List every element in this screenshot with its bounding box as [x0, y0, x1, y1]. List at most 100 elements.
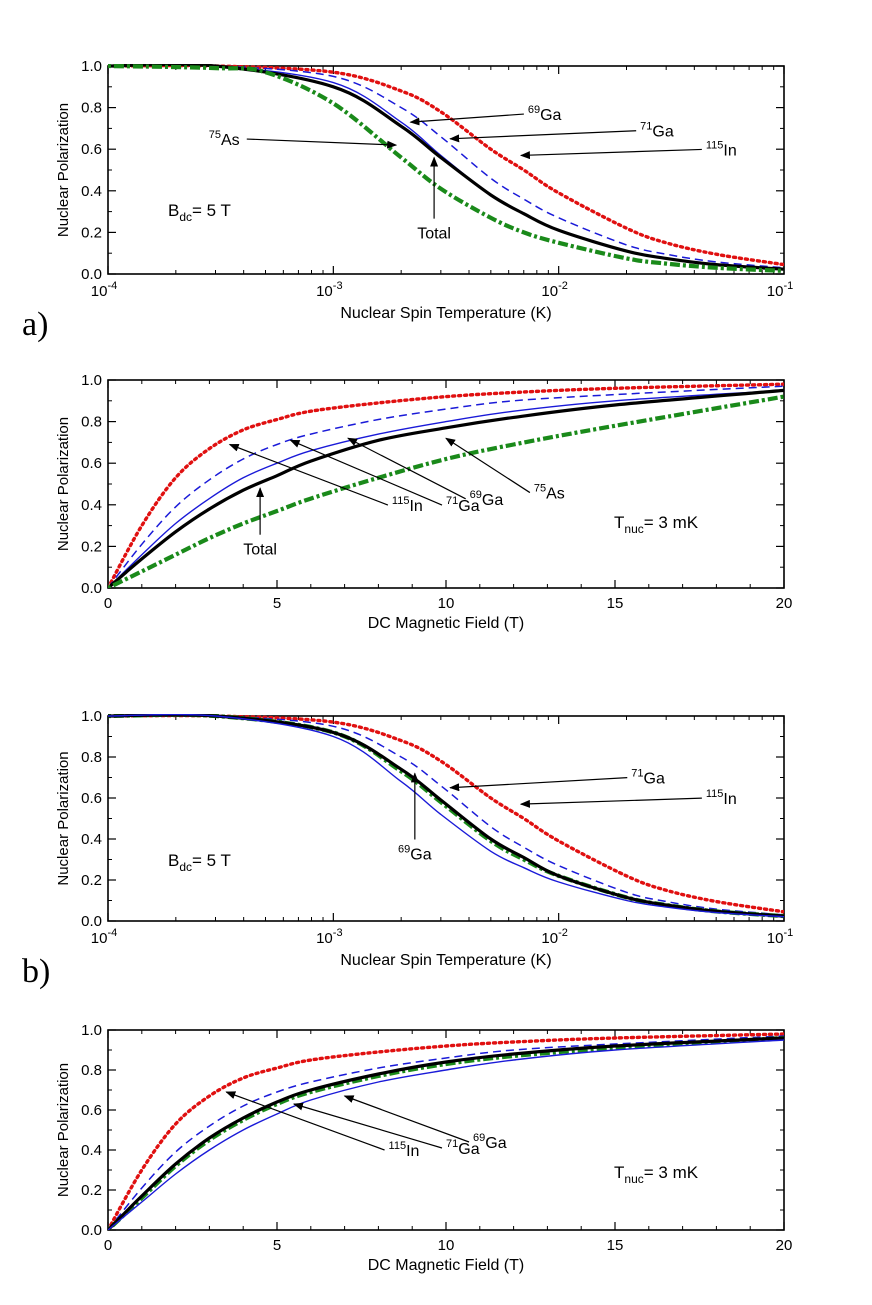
series-line-Total [108, 714, 784, 918]
y-tick-label: 0.6 [81, 1102, 102, 1119]
figure-label-a: a) [22, 306, 48, 343]
y-tick-label: 0.6 [81, 790, 102, 807]
y-tick-label: 0.6 [81, 141, 102, 158]
series-line-75As [108, 394, 784, 588]
series-line-71Ga [108, 714, 784, 916]
callout-label: 69Ga [528, 104, 562, 124]
series-callout-115In: 115In [519, 788, 737, 808]
y-tick-label: 0.0 [81, 1222, 102, 1239]
callout-arrow [449, 777, 628, 792]
y-tick-label: 0.0 [81, 913, 102, 930]
callout-label: 115In [392, 495, 423, 515]
series-callout-71Ga: 71Ga [449, 121, 674, 143]
series-line-Total [108, 64, 784, 271]
series-line-71Ga [108, 64, 784, 269]
x-tick-label: 10-4 [91, 280, 117, 300]
x-tick-label: 10-1 [767, 927, 793, 947]
x-tick-label: 0 [104, 595, 112, 612]
plot-frame [107, 1029, 785, 1231]
x-tick-label: 20 [776, 1237, 793, 1254]
y-tick-label: 0.6 [81, 455, 102, 472]
callout-arrow [347, 437, 466, 500]
series-callout-69Ga: 69Ga [398, 772, 432, 864]
x-tick-label: 10-2 [541, 927, 567, 947]
figure-label-b: b) [22, 953, 50, 990]
y-tick-label: 0.4 [81, 497, 102, 514]
y-tick-label: 0.0 [81, 266, 102, 283]
callout-label: 75As [209, 129, 240, 149]
chart-panel-a2: 0.0 0.2 0.4 0.6 0.8 1.0 0 5 10 15 20 DC Magnetic Fi… [55, 372, 792, 632]
y-tick-label: 0.2 [81, 538, 102, 555]
callout-label: 115In [706, 139, 737, 159]
callout-arrow [246, 138, 398, 149]
series-line-71Ga [108, 1035, 784, 1230]
chart-panel-b1: 0.0 0.2 0.4 0.6 0.8 1.0 10-4 10-3 10-2 10-1 Nuclea… [55, 708, 793, 969]
callout-arrow [445, 437, 531, 494]
y-tick-label: 0.8 [81, 749, 102, 766]
plot-frame [107, 379, 785, 589]
series-line-115In [108, 64, 784, 267]
series-line-75As [108, 64, 784, 273]
callout-arrow [519, 148, 702, 160]
y-tick-label: 0.2 [81, 1182, 102, 1199]
y-tick-label: 0.8 [81, 1062, 102, 1079]
y-tick-label: 0.4 [81, 1142, 102, 1159]
y-axis-label: Nuclear Polarization [55, 1063, 72, 1197]
y-tick-label: 0.4 [81, 831, 102, 848]
x-tick-label: 10 [438, 1237, 455, 1254]
callout-arrow [449, 130, 637, 143]
series-callout-69Ga: 69Ga [343, 1095, 507, 1152]
x-axis-label: Nuclear Spin Temperature (K) [340, 952, 551, 969]
y-tick-label: 0.0 [81, 580, 102, 597]
series-callout-Total: Total [243, 487, 277, 559]
series-line-115In [108, 1032, 784, 1230]
y-axis-label: Nuclear Polarization [55, 103, 72, 237]
y-tick-label: 0.2 [81, 224, 102, 241]
callout-label: 71Ga [640, 121, 674, 141]
series-line-75As [108, 714, 784, 919]
series-line-115In [108, 714, 784, 914]
series-callout-69Ga: 69Ga [347, 437, 504, 509]
callout-label: 69Ga [398, 844, 432, 864]
series-line-115In [108, 382, 784, 588]
series-line-71Ga [108, 385, 784, 588]
x-axis-label: DC Magnetic Field (T) [368, 1257, 524, 1274]
chart-panel-b2: 0.0 0.2 0.4 0.6 0.8 1.0 0 5 10 15 20 DC Magnetic Fi… [55, 1022, 792, 1274]
series-callout-75As: 75As [445, 437, 565, 503]
x-tick-label: 0 [104, 1237, 112, 1254]
callout-label: 75As [534, 483, 565, 503]
y-tick-label: 1.0 [81, 372, 102, 389]
callout-label: 71Ga [446, 1138, 480, 1158]
x-tick-label: 5 [273, 1237, 281, 1254]
callout-arrow [519, 797, 702, 808]
x-tick-label: 10-1 [767, 280, 793, 300]
callout-arrow [228, 443, 389, 506]
x-tick-label: 10-3 [316, 280, 342, 300]
y-tick-label: 0.4 [81, 183, 102, 200]
series-callout-115In: 115In [228, 443, 423, 515]
y-tick-label: 0.8 [81, 414, 102, 431]
plot-frame [107, 65, 785, 275]
x-tick-label: 20 [776, 595, 793, 612]
series-callout-71Ga: 71Ga [289, 439, 480, 515]
series-group [108, 382, 784, 588]
condition-annotation: Bdc= 5 T [168, 201, 231, 224]
callout-label: 69Ga [470, 489, 504, 509]
y-tick-label: 0.8 [81, 100, 102, 117]
series-line-69Ga [108, 1039, 784, 1230]
series-line-69Ga [108, 714, 784, 918]
condition-annotation: Tnuc= 3 mK [614, 513, 699, 536]
callout-label: 71Ga [446, 495, 480, 515]
callout-label: Total [417, 226, 451, 243]
x-tick-label: 5 [273, 595, 281, 612]
y-tick-label: 1.0 [81, 58, 102, 75]
callout-label: 71Ga [631, 768, 665, 788]
y-axis-label: Nuclear Polarization [55, 751, 72, 885]
callout-arrow [225, 1091, 385, 1151]
callout-label: 115In [389, 1140, 420, 1160]
callout-arrow [292, 1102, 443, 1149]
series-line-Total [108, 1036, 784, 1230]
y-axis-label: Nuclear Polarization [55, 417, 72, 551]
x-tick-label: 10 [438, 595, 455, 612]
